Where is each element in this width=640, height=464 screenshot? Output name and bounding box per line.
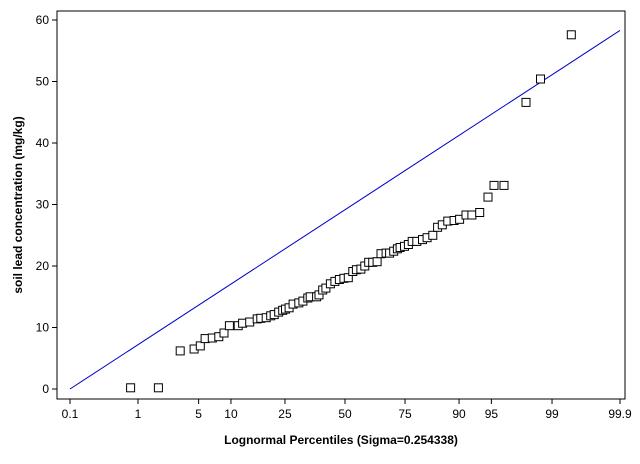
- data-point: [489, 180, 499, 190]
- data-point: [372, 257, 382, 267]
- y-tick-label: 10: [36, 321, 50, 335]
- x-tick-label: 75: [398, 407, 412, 421]
- data-point: [224, 321, 234, 331]
- data-point: [467, 210, 477, 220]
- x-tick-label: 99: [545, 407, 559, 421]
- x-axis: 0.1 1 5 10 25 50 75 90 95 99 99.9: [62, 399, 632, 421]
- y-tick-label: 20: [36, 259, 50, 273]
- x-tick-label: 5: [195, 407, 202, 421]
- fit-line-layer: [69, 30, 621, 390]
- x-axis-title: Lognormal Percentiles (Sigma=0.254338): [224, 433, 458, 447]
- x-tick-label: 95: [485, 407, 499, 421]
- y-tick-label: 40: [36, 136, 50, 150]
- data-point: [475, 208, 485, 217]
- y-tick-label: 60: [36, 13, 50, 27]
- data-point: [566, 30, 576, 40]
- data-point: [153, 383, 163, 393]
- y-axis-title: soil lead concentration (mg/kg): [11, 116, 25, 293]
- x-tick-label: 99.9: [608, 407, 632, 421]
- y-axis: 0 10 20 30 40 50 60: [36, 13, 57, 396]
- plot-frame: [56, 10, 626, 400]
- data-point: [483, 192, 493, 202]
- y-tick-label: 0: [42, 382, 49, 396]
- x-tick-label: 25: [278, 407, 292, 421]
- data-point: [245, 317, 255, 327]
- x-tick-label: 90: [452, 407, 466, 421]
- data-point: [219, 328, 229, 338]
- data-points-layer: [126, 30, 576, 393]
- data-point: [175, 346, 185, 356]
- data-point: [195, 341, 205, 351]
- x-tick-label: 1: [135, 407, 142, 421]
- data-point: [521, 97, 531, 107]
- data-point: [126, 383, 136, 393]
- data-point: [536, 74, 545, 84]
- x-tick-label: 10: [224, 407, 238, 421]
- data-point: [428, 230, 438, 240]
- y-tick-label: 50: [36, 75, 50, 89]
- x-tick-label: 50: [338, 407, 352, 421]
- y-tick-label: 30: [36, 198, 50, 212]
- x-tick-label: 0.1: [62, 407, 79, 421]
- data-point: [499, 180, 509, 190]
- fit-line: [69, 30, 621, 390]
